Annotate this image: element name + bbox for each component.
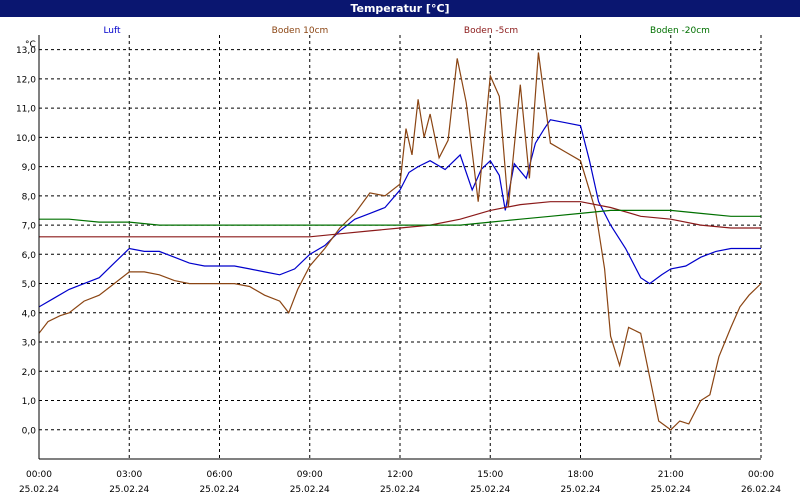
chart: 0,0 1,0 2,0 3,0 4,0 5,0 6,0 7,0 8,0 9,0 10,0 11,0 12… (16, 26, 781, 495)
legend-item-luft: Luft (103, 26, 121, 36)
y-tick-label: 8,0 (22, 192, 37, 202)
x-tick-label: 21:00 (658, 470, 684, 480)
x-tick-label: 03:00 (116, 470, 142, 480)
y-tick-label: 12,0 (16, 75, 36, 85)
x-tick-label: 12:00 (387, 470, 413, 480)
x-tick-date-label: 25.02.24 (199, 485, 239, 495)
x-tick-label: 00:00 (748, 470, 774, 480)
x-tick-label: 06:00 (207, 470, 233, 480)
x-tick-date-label: 25.02.24 (109, 485, 149, 495)
legend-item-boden-5cm: Boden -5cm (464, 26, 518, 36)
legend-item-boden-20cm: Boden -20cm (650, 26, 710, 36)
legend: Luft Boden 10cm Boden -5cm Boden -20cm (103, 26, 710, 36)
x-tick-label: 09:00 (297, 470, 323, 480)
y-unit-label: °C (25, 40, 36, 50)
x-tick-date-label: 25.02.24 (290, 485, 330, 495)
chart-title: Temperatur [°C] (0, 0, 800, 17)
y-tick-label: 13,0 (16, 46, 36, 56)
x-tick-label: 00:00 (26, 470, 52, 480)
x-tick-date-label: 25.02.24 (560, 485, 600, 495)
y-tick-label: 9,0 (22, 163, 37, 173)
series-line-luft (39, 119, 761, 308)
series-line-boden-10cm (39, 52, 761, 431)
series-line-boden-20cm (39, 209, 761, 226)
y-tick-label: 10,0 (16, 134, 36, 144)
x-tick-date-label: 25.02.24 (19, 485, 59, 495)
x-tick-date-label: 25.02.24 (470, 485, 510, 495)
x-tick-label: 18:00 (568, 470, 594, 480)
y-tick-label: 1,0 (22, 397, 37, 407)
y-tick-label: 4,0 (22, 309, 37, 319)
legend-item-boden-10cm: Boden 10cm (272, 26, 329, 36)
axis-group: 0,0 1,0 2,0 3,0 4,0 5,0 6,0 7,0 8,0 9,0 10,0 11,0 12… (16, 35, 781, 495)
series-group (39, 52, 761, 431)
x-tick-date-label: 25.02.24 (651, 485, 691, 495)
y-tick-label: 11,0 (16, 105, 36, 115)
y-tick-label: 0,0 (22, 426, 37, 436)
y-tick-label: 3,0 (22, 339, 37, 349)
y-tick-label: 2,0 (22, 368, 37, 378)
x-tick-date-label: 26.02.24 (741, 485, 781, 495)
y-tick-label: 6,0 (22, 251, 37, 261)
x-tick-date-label: 25.02.24 (380, 485, 420, 495)
series-line-boden-5cm (39, 201, 761, 238)
x-tick-label: 15:00 (477, 470, 503, 480)
y-tick-label: 5,0 (22, 280, 37, 290)
y-tick-label: 7,0 (22, 222, 37, 232)
